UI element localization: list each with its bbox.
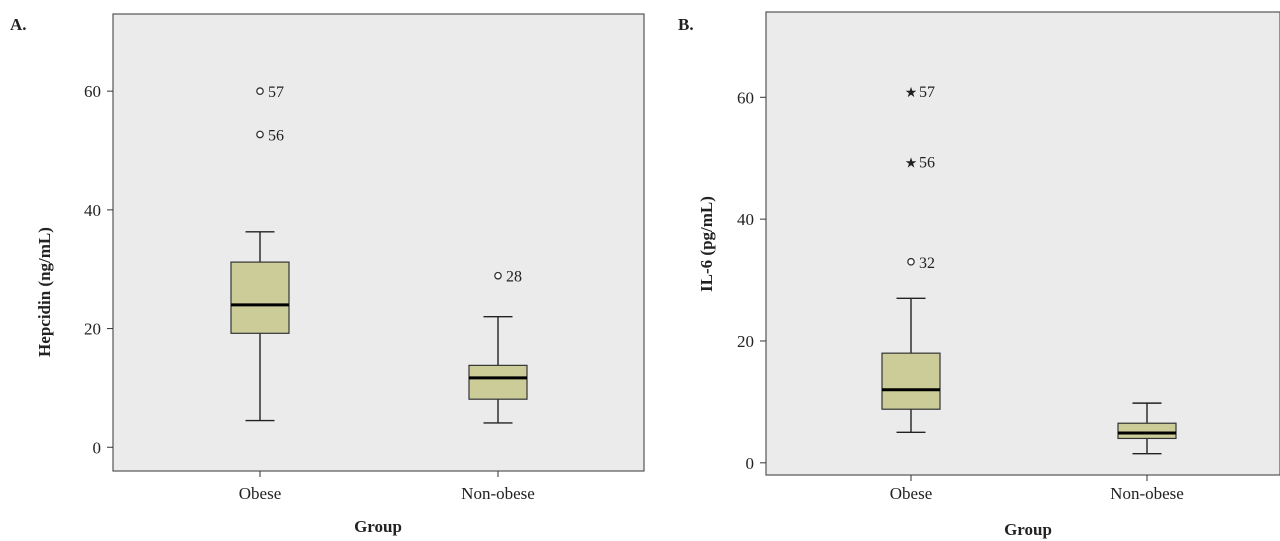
box-non-obese: [468, 364, 528, 400]
outlier-label: 32: [919, 255, 935, 272]
box-marks: 57 56 28: [230, 84, 528, 424]
panel-label: B.: [678, 15, 694, 34]
y-axis: 0 20 40 60: [84, 82, 113, 457]
x-tick-label: Obese: [890, 484, 932, 503]
outlier-star-marker: ★: [905, 86, 918, 101]
outlier-star-marker: ★: [905, 156, 918, 171]
x-tick-label: Non-obese: [1110, 484, 1184, 503]
panel-hepcidin: A. 57 56 28 0 20 40 60 Obese Non-obese Group H…: [10, 13, 645, 536]
y-axis: 0 20 40 60: [737, 88, 766, 473]
y-tick-label: 60: [737, 88, 754, 107]
x-axis-title: Group: [354, 517, 402, 536]
y-tick-label: 0: [746, 454, 755, 473]
box-non-obese: [1117, 422, 1177, 440]
plot-area: [112, 13, 645, 472]
y-axis-title: IL-6 (pg/mL): [697, 196, 716, 292]
x-axis: Obese Non-obese: [239, 471, 535, 503]
outlier-label: 28: [506, 269, 522, 286]
y-axis-title: Hepcidin (ng/mL): [35, 227, 54, 357]
y-tick-label: 0: [93, 438, 102, 457]
outlier-circle-marker: [256, 130, 264, 139]
y-tick-label: 20: [737, 332, 754, 351]
box-obese: [881, 352, 941, 410]
outlier-circle-marker: [907, 257, 915, 266]
outlier-label: 56: [268, 127, 284, 144]
x-tick-label: Non-obese: [461, 484, 535, 503]
x-tick-label: Obese: [239, 484, 281, 503]
outlier-circle-marker: [494, 271, 502, 280]
outlier-circle-marker: [256, 87, 264, 96]
y-tick-label: 20: [84, 320, 101, 339]
y-tick-label: 60: [84, 82, 101, 101]
plot-area: [765, 11, 1280, 476]
outlier-label: 57: [268, 84, 284, 101]
x-axis-title: Group: [1004, 520, 1052, 539]
y-tick-label: 40: [737, 210, 754, 229]
outlier-label: 57: [919, 84, 935, 101]
outlier-label: 56: [919, 154, 935, 171]
panel-label: A.: [10, 15, 27, 34]
box-obese: [230, 261, 290, 334]
y-tick-label: 40: [84, 201, 101, 220]
x-axis: Obese Non-obese: [890, 475, 1184, 503]
